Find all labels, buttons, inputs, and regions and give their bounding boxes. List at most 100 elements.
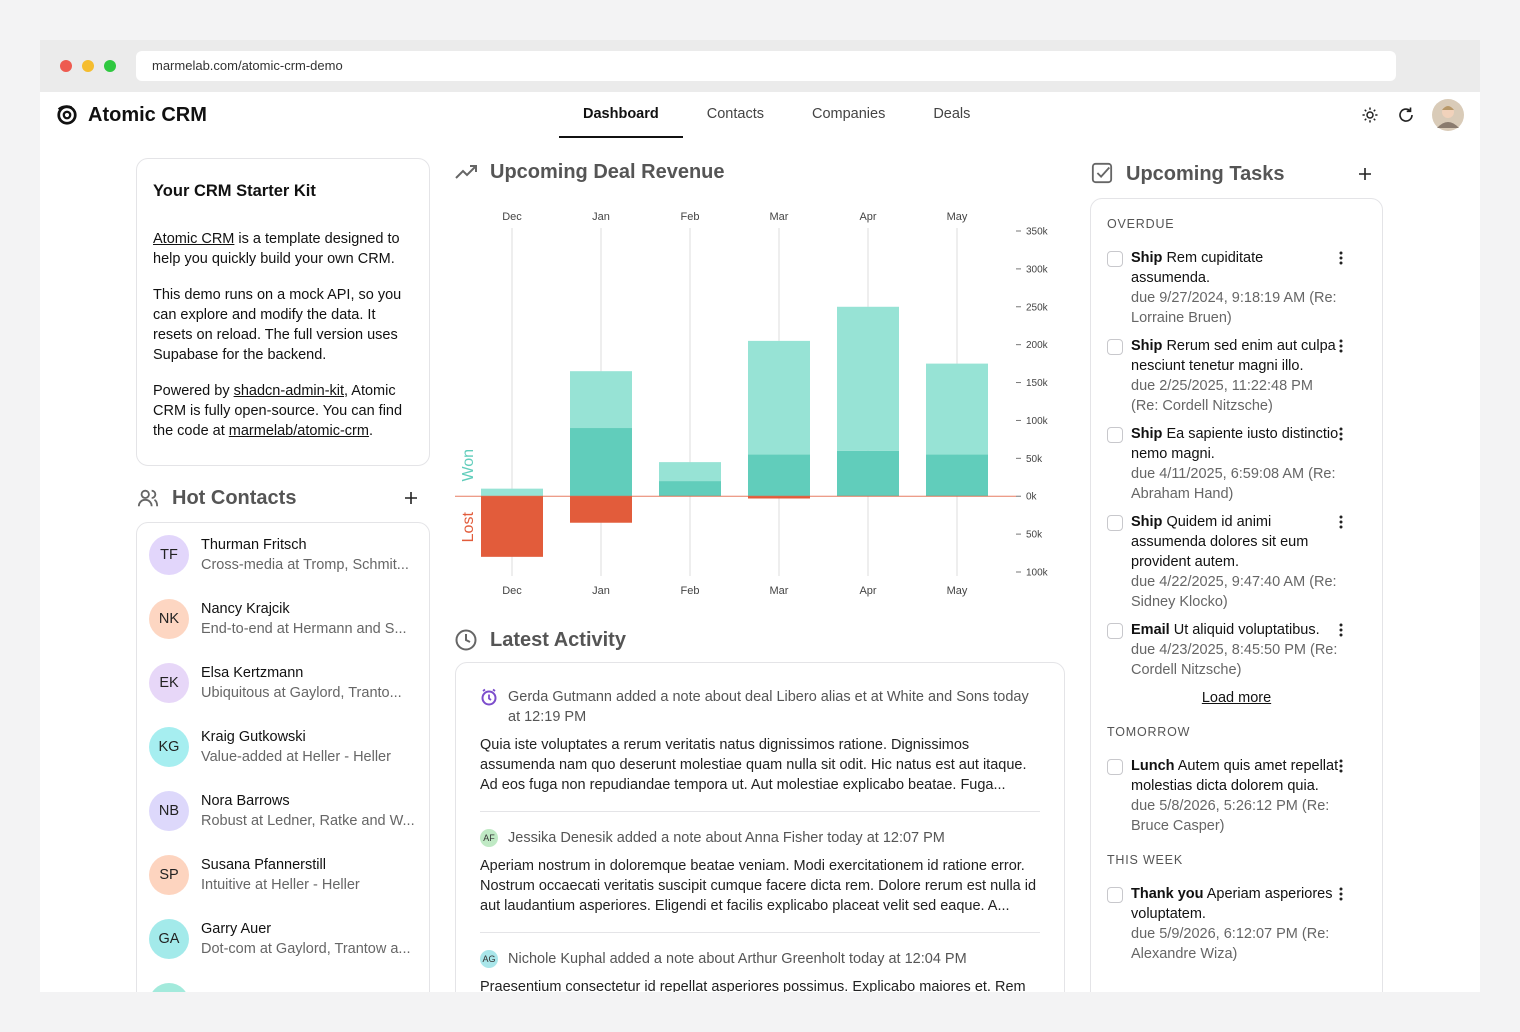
trend-icon: [455, 165, 477, 179]
text: is a template designed to help you quick…: [153, 231, 400, 267]
contact-row[interactable]: NB Nora Barrows Robust at Ledner, Ratke an…: [137, 779, 429, 843]
y-tick-label: 150k: [1026, 378, 1049, 389]
contact-row[interactable]: GA Garry Auer Dot-com at Gaylord, Trantow …: [137, 907, 429, 971]
x-tick-label: Dec: [502, 585, 522, 597]
x-tick-label: Apr: [859, 211, 876, 223]
checkbox[interactable]: [1107, 887, 1123, 903]
checkbox[interactable]: [1107, 251, 1123, 267]
task-contact: (Re: Lorraine Bruen): [1131, 290, 1337, 326]
contact-name: Susana Pfannerstill: [201, 857, 326, 873]
hot-contacts-card: TF Thurman Fritsch Cross-media at Tromp, S…: [136, 522, 430, 992]
contact-subtitle: Cross-media at Tromp, Schmit...: [201, 557, 409, 573]
task-type: Thank you: [1131, 886, 1204, 902]
contact-subtitle: Robust at Ledner, Ratke and W...: [201, 813, 415, 829]
task-title: Ut aliquid voluptatibus.: [1173, 622, 1320, 638]
avatar: KG: [149, 727, 189, 767]
card-title: Your CRM Starter Kit: [153, 182, 316, 200]
refresh-button[interactable]: [1397, 106, 1415, 124]
task-text: Ship Quidem id animi assumenda dolores s…: [1131, 512, 1339, 612]
section-title: Upcoming Tasks: [1126, 163, 1285, 185]
clock-icon: [455, 629, 477, 651]
contact-info: Garry Auer Dot-com at Gaylord, Trantow a.…: [201, 919, 416, 959]
activity-text: Jessika Denesik added a note about Anna …: [508, 830, 945, 846]
task-menu[interactable]: [1333, 338, 1349, 354]
user-avatar[interactable]: [1432, 99, 1464, 131]
task-due: due 5/8/2026, 5:26:12 PM (Re: Bruce Casp…: [1131, 796, 1339, 836]
contact-info: Nancy Krajcik End-to-end at Hermann and S…: [201, 599, 416, 639]
task-title: Autem quis amet repellat molestias dicta…: [1131, 758, 1339, 794]
nav-tab[interactable]: Dashboard: [559, 92, 683, 138]
task-menu[interactable]: [1333, 426, 1349, 442]
activity-header: AG Nichole Kuphal added a note about Arth…: [480, 949, 1040, 969]
nav-tab[interactable]: Deals: [933, 106, 971, 122]
contact-subtitle: Value-added at Heller - Heller: [201, 749, 391, 765]
contact-row[interactable]: NK Nancy Krajcik End-to-end at Hermann and…: [137, 587, 429, 651]
contact-row[interactable]: Mable Altenwerth: [137, 971, 429, 992]
activity-card: Gerda Gutmann added a note about deal Li…: [455, 662, 1065, 992]
maximize-dot[interactable]: [104, 60, 116, 72]
close-dot[interactable]: [60, 60, 72, 72]
bar: [481, 496, 543, 557]
task-type: Ship: [1131, 426, 1163, 442]
bar: [748, 340, 810, 455]
activity-body: Aperiam nostrum in doloremque beatae ven…: [480, 858, 1037, 914]
contact-subtitle: Dot-com at Gaylord, Trantow a...: [201, 941, 411, 957]
link[interactable]: Atomic CRM: [153, 231, 235, 247]
app-title[interactable]: Atomic CRM: [88, 104, 207, 126]
x-tick-label: Dec: [502, 211, 522, 223]
section-title: Upcoming Deal Revenue: [490, 161, 725, 183]
add-task[interactable]: [1358, 167, 1372, 181]
task-type: Ship: [1131, 514, 1163, 530]
checkbox[interactable]: [1107, 515, 1123, 531]
link[interactable]: marmelab/atomic-crm: [228, 423, 369, 439]
nav-tab[interactable]: Companies: [811, 106, 886, 122]
activity-text: Nichole Kuphal added a note about Arthur…: [508, 951, 967, 967]
tasks-icon: [1091, 162, 1113, 184]
y-tick-label: 200k: [1026, 340, 1049, 351]
y-tick-label: 50k: [1026, 530, 1043, 541]
minimize-dot[interactable]: [82, 60, 94, 72]
due-date: due 2/25/2025, 11:22:48 PM: [1131, 378, 1313, 394]
bar: [926, 454, 988, 497]
logo: [57, 105, 77, 125]
contact-info: Elsa Kertzmann Ubiquitous at Gaylord, Tra…: [201, 663, 416, 703]
task: Ship Rem cupiditate assumenda. due 9/27/2…: [1107, 248, 1366, 328]
task-menu[interactable]: [1333, 250, 1349, 266]
nav-tab[interactable]: Contacts: [706, 106, 764, 122]
paragraph: Powered by shadcn-admin-kit, Atomic CRM …: [153, 381, 413, 441]
activity-body: Quia iste voluptates a rerum veritatis n…: [480, 737, 1027, 793]
bar: [570, 371, 632, 429]
task-type: Ship: [1131, 250, 1163, 266]
add-contact[interactable]: [404, 491, 418, 505]
section-label: OVERDUE: [1107, 217, 1175, 231]
task-text: Email Ut aliquid voluptatibus. due 4/23/2…: [1131, 620, 1339, 680]
task-contact: (Re: Sidney Klocko): [1131, 574, 1337, 610]
theme-toggle[interactable]: [1361, 106, 1379, 124]
contact-subtitle: Ubiquitous at Gaylord, Tranto...: [201, 685, 402, 701]
series-label: Won: [460, 449, 477, 482]
bar: [748, 496, 810, 499]
x-tick-label: Mar: [770, 211, 789, 223]
contact-row[interactable]: KG Kraig Gutkowski Value-added at Heller -…: [137, 715, 429, 779]
task-text: Ship Rem cupiditate assumenda. due 9/27/2…: [1131, 248, 1339, 328]
checkbox[interactable]: [1107, 339, 1123, 355]
checkbox[interactable]: [1107, 427, 1123, 443]
load-more[interactable]: Load more: [1201, 690, 1272, 706]
x-tick-label: Mar: [770, 585, 789, 597]
task-menu[interactable]: [1333, 886, 1349, 902]
task-menu[interactable]: [1333, 758, 1349, 774]
contact-row[interactable]: EK Elsa Kertzmann Ubiquitous at Gaylord, T…: [137, 651, 429, 715]
task-menu[interactable]: [1333, 514, 1349, 530]
link[interactable]: shadcn-admin-kit: [233, 383, 345, 399]
checkbox[interactable]: [1107, 623, 1123, 639]
checkbox[interactable]: [1107, 759, 1123, 775]
task-due: due 4/23/2025, 8:45:50 PM (Re: Cordell N…: [1131, 640, 1339, 680]
series-label: Lost: [460, 512, 477, 543]
bar: [570, 428, 632, 497]
contact-row[interactable]: SP Susana Pfannerstill Intuitive at Heller…: [137, 843, 429, 907]
url-bar[interactable]: marmelab.com/atomic-crm-demo: [136, 51, 1396, 81]
task-menu[interactable]: [1333, 622, 1349, 638]
contact-row[interactable]: TF Thurman Fritsch Cross-media at Tromp, S…: [137, 523, 429, 587]
bar: [837, 450, 899, 497]
